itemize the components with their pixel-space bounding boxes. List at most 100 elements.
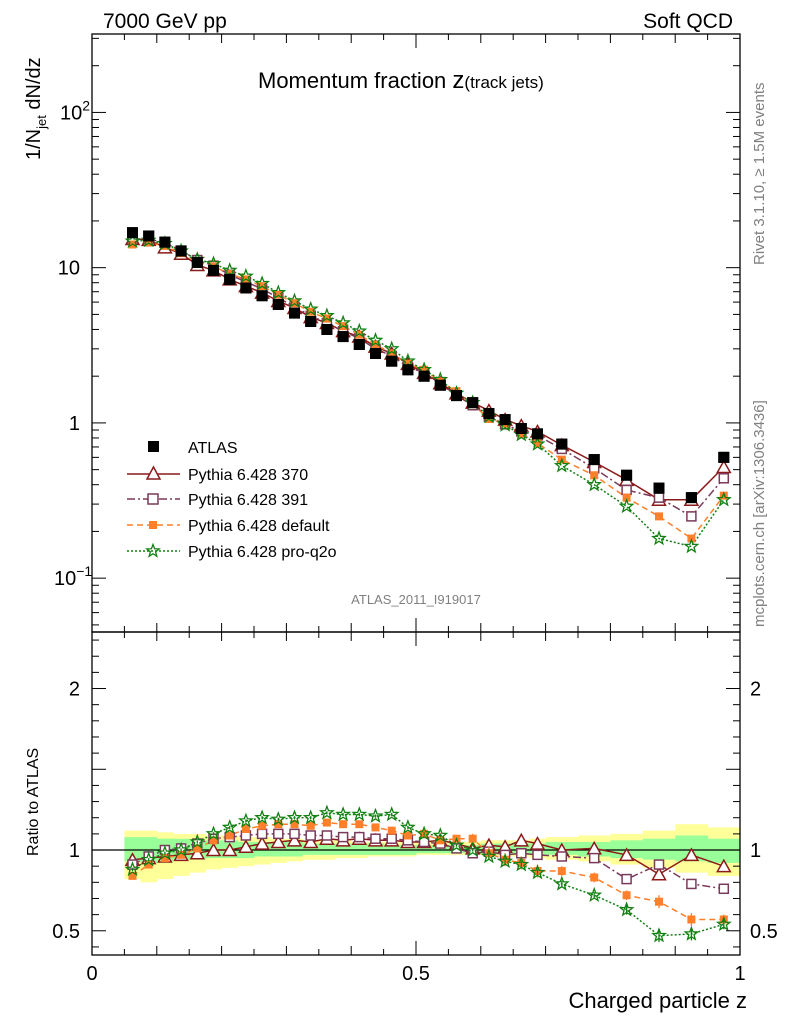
ratio-point-pythia-6-428-default	[403, 831, 412, 840]
ratio-point-pythia-6-428-370	[286, 832, 303, 847]
legend-marker-pythia-391	[147, 493, 159, 505]
main-point-atlas-top	[685, 492, 697, 504]
x-tick-label: 1	[734, 963, 745, 985]
ratio-point-pythia-6-428-370	[618, 847, 635, 862]
ratio-point-pythia-6-428-pro-q2o	[124, 861, 141, 877]
ratio-point-pythia-6-428-default	[306, 821, 315, 830]
ratio-point-pythia-6-428-default	[160, 854, 169, 863]
ratio-point-pythia-6-428-default	[622, 891, 631, 900]
main-point-atlas-top	[208, 264, 219, 276]
ratio-band-stat	[124, 837, 142, 862]
ratio-point-pythia-6-428-370	[716, 858, 732, 873]
main-point-atlas-top	[191, 256, 203, 268]
main-point-atlas-top	[256, 290, 268, 302]
main-point-atlas-top	[434, 379, 446, 391]
main-point-atlas-top	[272, 298, 284, 310]
ratio-point-pythia-6-428-391	[273, 828, 284, 840]
main-point-atlas-top	[321, 323, 333, 335]
ratio-point-pythia-6-428-default	[355, 820, 364, 829]
ratio-point-pythia-6-428-pro-q2o	[480, 848, 497, 864]
ratio-point-pythia-6-428-pro-q2o	[318, 804, 335, 820]
legend-label-pythia-370: Pythia 6.428 370	[188, 467, 308, 484]
main-point-atlas-top	[499, 414, 511, 426]
legend-label-pythia-pro-q2o: Pythia 6.428 pro-q2o	[188, 544, 337, 561]
legend-entry-atlas: ATLAS	[148, 440, 238, 457]
legend: ATLAS Pythia 6.428 370 Pythia 6.428 391 …	[127, 440, 337, 561]
main-point-atlas-top	[621, 469, 633, 481]
ratio-point-pythia-6-428-default	[590, 873, 599, 882]
main-point-pythia-6-428-default	[533, 439, 542, 448]
main-point-pythia-6-428-default	[590, 471, 599, 480]
legend-marker-pythia-default	[149, 521, 157, 529]
ratio-point-pythia-6-428-pro-q2o	[553, 875, 570, 891]
ratio-y-tick-label-left: 2	[69, 679, 80, 701]
main-point-pythia-6-428-pro-q2o	[383, 340, 400, 356]
ratio-point-pythia-6-428-pro-q2o	[302, 809, 319, 825]
main-point-pythia-6-428-pro-q2o	[221, 262, 238, 278]
main-point-pythia-6-428-default	[387, 349, 396, 358]
ratio-point-pythia-6-428-default	[387, 826, 396, 835]
plot-title: Momentum fraction z(track jets)	[258, 67, 544, 94]
main-point-pythia-6-428-default	[420, 365, 429, 374]
main-point-atlas-top	[370, 347, 381, 359]
main-point-pythia-6-428-pro-q2o	[318, 307, 335, 323]
ratio-point-pythia-6-428-default	[687, 915, 696, 924]
ratio-point-pythia-6-428-default	[209, 836, 218, 845]
main-frame	[91, 33, 741, 633]
mcplots-label: mcplots.cern.ch [arXiv:1306.3436]	[751, 400, 768, 627]
legend-label-atlas: ATLAS	[188, 440, 238, 457]
plot-title-main: Momentum fraction	[258, 68, 452, 93]
ratio-point-pythia-6-428-pro-q2o	[173, 841, 190, 857]
main-y-tick-label: 1	[69, 413, 80, 435]
main-point-pythia-6-428-default	[655, 512, 663, 521]
ratio-point-pythia-6-428-pro-q2o	[335, 806, 352, 822]
ratio-point-pythia-6-428-default	[193, 844, 202, 853]
main-point-pythia-6-428-pro-q2o	[683, 538, 700, 554]
ratio-band-stat	[642, 838, 676, 860]
legend-entry-pythia-391: Pythia 6.428 391	[127, 492, 308, 509]
x-tick-label: 0	[86, 963, 97, 985]
main-point-atlas-top	[588, 454, 600, 466]
plot-title-sub: (track jets)	[464, 73, 543, 92]
ratio-point-pythia-6-428-pro-q2o	[270, 810, 287, 827]
ratio-point-pythia-6-428-default	[655, 897, 663, 906]
main-point-pythia-6-428-pro-q2o	[529, 435, 546, 451]
ratio-y-tick-label-right: 2	[750, 679, 761, 701]
ratio-point-pythia-6-428-391	[621, 873, 632, 885]
main-point-pythia-6-428-pro-q2o	[399, 352, 416, 368]
ratio-point-pythia-6-428-391	[386, 833, 397, 844]
main-point-pythia-6-428-pro-q2o	[270, 284, 287, 300]
ratio-point-pythia-6-428-pro-q2o	[586, 886, 603, 902]
main-point-pythia-6-428-pro-q2o	[302, 300, 319, 316]
main-point-atlas-top	[653, 482, 665, 494]
ratio-point-pythia-6-428-391	[305, 830, 316, 841]
ratio-point-pythia-6-428-default	[468, 834, 477, 843]
analysis-label: ATLAS_2011_I919017	[351, 592, 481, 607]
main-point-pythia-6-428-default	[622, 493, 631, 502]
main-y-tick-label: 10	[58, 258, 80, 280]
legend-entry-pythia-370: Pythia 6.428 370	[127, 465, 308, 484]
ratio-point-pythia-6-428-default	[322, 818, 331, 827]
main-point-pythia-6-428-default	[371, 340, 380, 349]
ratio-point-pythia-6-428-pro-q2o	[497, 852, 514, 869]
legend-label-pythia-default: Pythia 6.428 default	[188, 518, 330, 535]
rivet-version-label: Rivet 3.1.10, ≥ 1.5M events	[751, 83, 768, 266]
ratio-point-pythia-6-428-pro-q2o	[205, 825, 222, 841]
ratio-point-pythia-6-428-pro-q2o	[432, 827, 449, 843]
ratio-point-pythia-6-428-pro-q2o	[715, 915, 732, 932]
main-point-pythia-6-428-pro-q2o	[651, 530, 667, 546]
ratio-point-pythia-6-428-default	[144, 860, 153, 869]
ratio-point-pythia-6-428-default	[290, 820, 299, 829]
main-point-atlas-top	[289, 307, 300, 319]
ratio-y-axis-label: Ratio to ATLAS	[25, 748, 42, 856]
main-point-atlas-top	[143, 230, 155, 242]
ratio-point-pythia-6-428-370	[529, 836, 546, 850]
main-point-atlas-top	[240, 282, 252, 294]
main-point-atlas-top	[532, 428, 543, 440]
main-point-pythia-6-428-391	[653, 492, 665, 503]
main-point-pythia-6-428-391	[621, 484, 632, 496]
header-category-label: Soft QCD	[643, 10, 733, 33]
ratio-point-pythia-6-428-391	[256, 828, 268, 840]
ratio-point-pythia-6-428-pro-q2o	[286, 809, 303, 825]
ratio-band-stat	[367, 843, 385, 855]
